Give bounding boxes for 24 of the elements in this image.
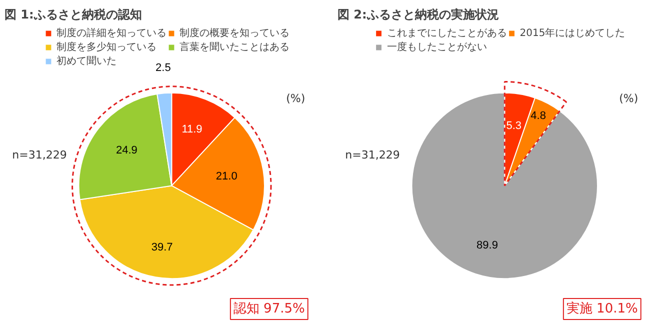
chart-title: 図 1:ふるさと納税の認知 — [4, 8, 142, 22]
data-label: 4.8 — [530, 110, 546, 122]
data-label: 2.5 — [156, 62, 171, 74]
text: 認知 97.5% — [233, 301, 305, 316]
text: 実施 10.1% — [566, 300, 638, 316]
legend-label: これまでにしたことがある — [386, 27, 507, 40]
chart-title: 図 2:ふるさと納税の実施状況 — [338, 8, 499, 22]
data-label: 24.9 — [116, 144, 138, 156]
data-label: 39.7 — [151, 241, 173, 254]
legend-label: 制度を多少知っている — [56, 40, 156, 54]
data-label: 89.9 — [476, 239, 498, 252]
legend-label: 一度もしたことがない — [386, 40, 487, 54]
text: (%) — [619, 92, 638, 105]
legend-label: 制度の詳細を知っている — [56, 26, 166, 40]
data-label: 5.3 — [506, 120, 522, 132]
text: n=31,229 — [345, 148, 400, 162]
data-label: 11.9 — [182, 123, 202, 136]
text: n=31,229 — [12, 148, 67, 162]
legend-label: 制度の概要を知っている — [180, 26, 290, 40]
legend-label: 2015年にはじめてした — [520, 27, 626, 40]
legend-label: 初めて聞いた — [56, 54, 116, 68]
legend-label: 言葉を聞いたことはある — [180, 40, 290, 54]
data-label: 21.0 — [216, 170, 238, 183]
text: (%) — [286, 92, 306, 105]
